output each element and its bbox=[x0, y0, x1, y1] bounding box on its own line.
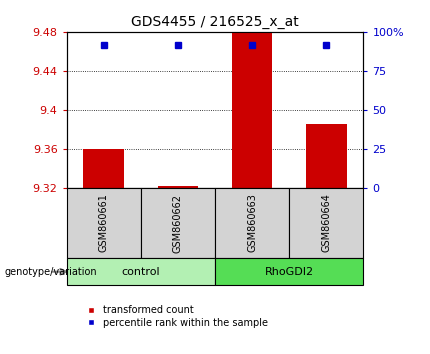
Legend: transformed count, percentile rank within the sample: transformed count, percentile rank withi… bbox=[80, 304, 270, 329]
Bar bbox=[67, 188, 141, 258]
Bar bbox=[67, 258, 215, 285]
Bar bbox=[157, 186, 198, 188]
Bar bbox=[215, 188, 289, 258]
Bar bbox=[215, 258, 363, 285]
Title: GDS4455 / 216525_x_at: GDS4455 / 216525_x_at bbox=[131, 16, 299, 29]
Bar bbox=[141, 188, 215, 258]
Text: control: control bbox=[122, 267, 160, 277]
Bar bbox=[83, 149, 124, 188]
Text: GSM860663: GSM860663 bbox=[247, 194, 257, 252]
Bar bbox=[289, 188, 363, 258]
Bar bbox=[232, 32, 273, 188]
Text: genotype/variation: genotype/variation bbox=[4, 267, 97, 277]
Text: RhoGDI2: RhoGDI2 bbox=[264, 267, 314, 277]
Text: GSM860664: GSM860664 bbox=[321, 194, 331, 252]
Bar bbox=[306, 124, 347, 188]
Text: GSM860661: GSM860661 bbox=[99, 194, 109, 252]
Text: GSM860662: GSM860662 bbox=[173, 194, 183, 252]
